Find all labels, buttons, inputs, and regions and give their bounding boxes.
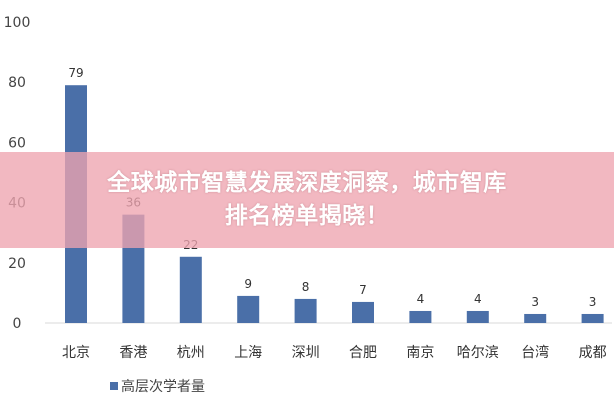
data-label: 79 xyxy=(68,66,83,80)
x-tick-label: 上海 xyxy=(234,345,262,361)
y-tick-label: 20 xyxy=(8,256,26,272)
legend-swatch xyxy=(110,382,118,390)
y-tick-label: 0 xyxy=(13,316,22,332)
data-label: 4 xyxy=(474,292,482,306)
bar xyxy=(179,256,202,323)
bar xyxy=(294,298,317,323)
y-tick-label: 100 xyxy=(4,15,31,31)
headline-banner: 全球城市智慧发展深度洞察，城市智库 排名榜单揭晓！ xyxy=(0,152,614,248)
x-tick-label: 北京 xyxy=(62,345,90,361)
bar xyxy=(237,295,260,323)
x-tick-label: 哈尔滨 xyxy=(457,345,499,361)
data-label: 4 xyxy=(417,292,425,306)
data-label: 8 xyxy=(302,280,310,294)
x-tick-label: 南京 xyxy=(406,345,434,361)
x-tick-label: 台湾 xyxy=(521,344,549,361)
x-tick-label: 深圳 xyxy=(292,345,320,361)
legend-label: 高层次学者量 xyxy=(121,379,205,395)
x-tick-label: 成都 xyxy=(579,345,607,361)
headline-line-2: 排名榜单揭晓！ xyxy=(224,203,390,229)
data-label: 9 xyxy=(244,277,252,291)
bar xyxy=(524,313,547,323)
data-label: 3 xyxy=(531,295,539,309)
y-tick-label: 80 xyxy=(8,75,26,91)
headline-line-1: 全球城市智慧发展深度洞察，城市智库 xyxy=(107,170,507,196)
y-tick-label: 60 xyxy=(8,135,26,151)
legend: 高层次学者量 xyxy=(110,376,205,396)
x-tick-label: 杭州 xyxy=(177,345,205,361)
data-label: 3 xyxy=(589,295,597,309)
x-tick-label: 香港 xyxy=(119,345,147,361)
x-tick-label: 合肥 xyxy=(349,345,377,361)
bar xyxy=(581,313,604,323)
data-label: 7 xyxy=(359,283,367,297)
bar xyxy=(466,310,489,323)
bar xyxy=(409,310,432,323)
bar xyxy=(352,301,374,323)
